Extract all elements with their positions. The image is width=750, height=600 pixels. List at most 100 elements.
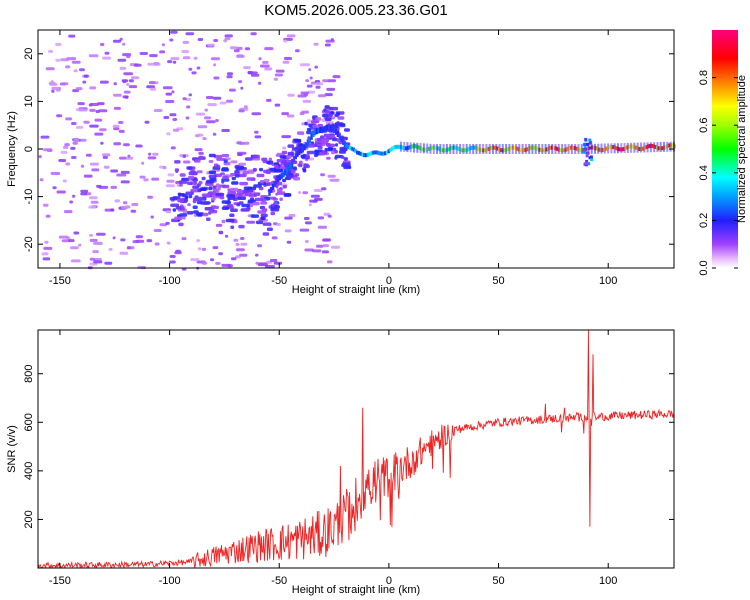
spectral-cell [587,162,591,166]
spectral-cell [122,95,129,99]
spectral-cell [274,103,281,107]
spectral-cell [409,142,412,153]
spectral-cell [536,147,540,152]
spectral-cell [234,170,240,174]
spectral-cell [58,159,67,162]
spectrogram-ytick-label: 10 [23,95,35,107]
spectral-cell [197,38,204,41]
spectral-cell [202,137,207,141]
spectral-cell [356,150,359,155]
spectral-cell [192,205,198,209]
spectral-cell [229,88,236,92]
spectral-cell [167,60,173,64]
spectral-cell [416,142,419,153]
spectral-cell [426,143,429,154]
spectral-cell [215,223,223,227]
spectral-cell [60,150,68,154]
spectral-cell [401,145,404,150]
spectral-cell [271,236,278,240]
spectral-cell [314,65,318,69]
spectral-cell [121,206,129,209]
spectral-cell [659,142,662,152]
spectral-cell [190,170,196,174]
spectral-cell [263,178,270,183]
spectral-cell [225,200,231,205]
snr-background [38,330,674,568]
spectral-cell [485,144,488,154]
spectral-cell [102,56,112,60]
spectral-cell [139,52,148,55]
spectral-cell [610,143,613,154]
spectral-cell [104,51,110,55]
spectral-cell [246,177,256,181]
spectral-cell [354,148,357,153]
spectral-cell [617,143,619,154]
spectral-cell [166,241,171,245]
spectral-cell [185,32,195,36]
spectral-cell [236,46,243,50]
spectral-cell [274,164,279,169]
spectral-cell [633,142,636,153]
spectral-cell [259,180,265,184]
spectral-cell [234,174,240,178]
spectral-cell [172,208,176,212]
spectral-cell [256,173,265,178]
spectral-cell [117,58,127,62]
colorbar-tick-label: 0.8 [698,70,710,85]
spectral-cell [406,142,409,153]
spectral-cell [223,39,228,43]
spectral-cell [94,132,104,136]
spectral-cell [584,142,588,146]
spectral-cell [496,146,499,151]
spectral-cell [245,157,253,161]
spectral-cell [505,144,508,154]
spectral-cell [299,147,303,154]
spectral-cell [589,155,593,159]
spectral-cell [254,130,259,134]
spectral-cell [238,80,243,84]
spectral-cell [534,144,537,154]
spectral-cell [282,60,290,64]
spectral-cell [345,144,348,148]
spectral-cell [210,197,216,201]
spectral-cell [233,49,240,53]
spectral-cell [325,110,329,114]
spectral-cell [154,242,160,246]
spectral-cell [133,63,142,67]
spectral-cell [186,181,193,185]
spectral-cell [309,76,313,80]
spectral-cell [325,39,335,43]
spectral-cell [70,259,81,263]
spectral-cell [499,148,503,153]
spectral-cell [294,153,297,160]
spectral-cell [310,194,320,198]
spectral-cell [112,124,120,128]
spectral-cell [325,121,334,125]
spectral-cell [243,105,248,109]
spectral-cell [102,155,108,159]
spectral-cell [317,127,320,134]
colorbar-tick-label: 0.6 [698,118,710,133]
spectral-cell [578,148,582,153]
spectral-cell [570,144,573,154]
spectral-cell [169,113,177,117]
spectral-cell [62,179,67,183]
spectral-cell [538,144,540,154]
spectral-cell [40,135,50,139]
spectral-cell [126,83,130,86]
spectral-cell [162,86,173,90]
spectral-cell [340,155,345,159]
spectral-cell [229,213,235,217]
spectral-cell [182,216,186,220]
colorbar-tick-label: 0.0 [698,260,710,275]
spectral-cell [198,151,204,155]
spectral-cell [182,160,191,164]
spectral-cell [334,113,339,118]
spectral-cell [174,160,181,164]
spectral-cell [384,151,387,156]
spectral-cell [324,147,332,152]
spectral-cell [482,144,485,154]
spectral-cell [664,144,668,149]
spectral-cell [146,85,155,89]
spectral-cell [204,108,208,112]
